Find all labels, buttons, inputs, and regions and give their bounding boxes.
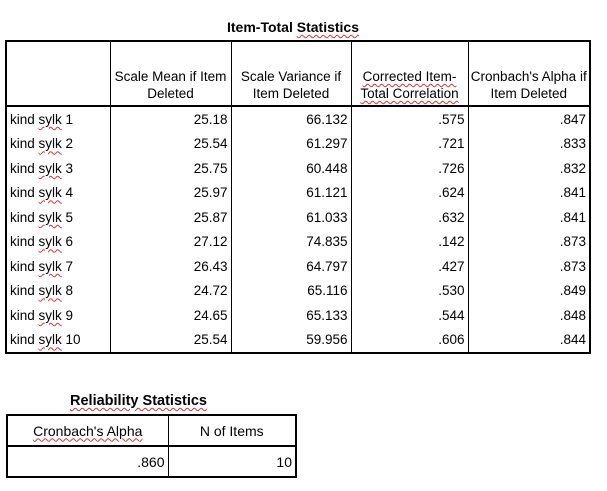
table-row: kind sylk 8 24.72 65.116.530.849 xyxy=(5,278,591,303)
row-alpha-deleted: .847 xyxy=(467,106,591,132)
row-label: kind sylk 5 xyxy=(5,205,111,230)
row-label: kind sylk 3 xyxy=(5,156,111,181)
row-label-word: sylk xyxy=(38,234,62,250)
row-corrected-corr: .427 xyxy=(350,254,469,279)
reliability-table: Cronbach's Alpha N of Items .860 10 xyxy=(6,414,297,478)
row-label-word: sylk xyxy=(38,332,62,348)
row-label: kind sylk 2 xyxy=(5,131,111,156)
row-alpha-deleted: .841 xyxy=(467,205,591,230)
row-scale-mean: 25.54 xyxy=(109,131,232,156)
row-scale-variance: 61.297 xyxy=(230,131,352,156)
row-alpha-deleted: .833 xyxy=(467,131,591,156)
row-label-word: sylk xyxy=(38,160,62,176)
row-label-word: sylk xyxy=(38,136,62,152)
row-corrected-corr: .721 xyxy=(350,131,469,156)
row-alpha-deleted: .873 xyxy=(467,254,591,279)
row-corrected-corr: .544 xyxy=(350,303,469,328)
row-scale-variance: 74.835 xyxy=(230,229,352,254)
row-corrected-corr: .624 xyxy=(350,180,469,205)
row-corrected-corr: .632 xyxy=(350,205,469,230)
row-alpha-deleted: .873 xyxy=(467,229,591,254)
row-scale-mean: 25.87 xyxy=(109,205,232,230)
row-label: kind sylk 8 xyxy=(5,278,111,303)
row-corrected-corr: .606 xyxy=(350,327,469,353)
item-total-body: kind sylk 1 25.18 66.132.575.847 kind sylk … xyxy=(5,106,591,353)
row-alpha-deleted: .848 xyxy=(467,303,591,328)
item-total-table: Scale Mean if Item Deleted Scale Varianc… xyxy=(5,40,591,354)
row-label: kind sylk 9 xyxy=(5,303,111,328)
row-label-word: sylk xyxy=(38,283,62,299)
row-scale-variance: 64.797 xyxy=(230,254,352,279)
row-corrected-corr: .575 xyxy=(350,106,469,132)
row-scale-mean: 25.54 xyxy=(109,327,232,353)
header-alpha-deleted: Cronbach's Alpha if Item Deleted xyxy=(467,41,591,106)
table-row: kind sylk 9 24.65 65.133.544.848 xyxy=(5,303,591,328)
row-alpha-deleted: .832 xyxy=(467,156,591,181)
row-label: kind sylk 10 xyxy=(5,327,111,353)
header-scale-mean: Scale Mean if Item Deleted xyxy=(109,41,232,106)
row-scale-variance: 61.121 xyxy=(230,180,352,205)
row-scale-variance: 65.116 xyxy=(230,278,352,303)
row-scale-variance: 59.956 xyxy=(230,327,352,353)
row-alpha-deleted: .841 xyxy=(467,180,591,205)
item-total-title-word2: Statistics xyxy=(296,19,359,35)
row-corrected-corr: .726 xyxy=(350,156,469,181)
reliability-value-row: .860 10 xyxy=(6,446,297,477)
table-row: kind sylk 6 27.12 74.835.142.873 xyxy=(5,229,591,254)
row-scale-mean: 25.18 xyxy=(109,106,232,132)
table-row: kind sylk 3 25.75 60.448.726.832 xyxy=(5,156,591,181)
row-label-word: sylk xyxy=(38,307,62,323)
header-corrected-corr-text: Corrected Item-Total Correlation xyxy=(360,69,459,101)
row-corrected-corr: .142 xyxy=(350,229,469,254)
row-alpha-deleted: .844 xyxy=(467,327,591,353)
header-empty xyxy=(5,41,111,106)
reliability-title: Reliability Statistics xyxy=(70,393,207,409)
table-row: kind sylk 1 25.18 66.132.575.847 xyxy=(5,106,591,132)
header-cronbach-alpha: Cronbach's Alpha xyxy=(6,415,169,447)
table-row: kind sylk 5 25.87 61.033.632.841 xyxy=(5,205,591,230)
header-scale-variance: Scale Variance if Item Deleted xyxy=(230,41,352,106)
item-total-header-row: Scale Mean if Item Deleted Scale Varianc… xyxy=(5,41,591,106)
row-label: kind sylk 4 xyxy=(5,180,111,205)
reliability-header-row: Cronbach's Alpha N of Items xyxy=(6,415,297,447)
row-scale-mean: 24.65 xyxy=(109,303,232,328)
row-scale-mean: 25.97 xyxy=(109,180,232,205)
row-scale-mean: 25.75 xyxy=(109,156,232,181)
row-scale-mean: 24.72 xyxy=(109,278,232,303)
row-label: kind sylk 1 xyxy=(5,106,111,132)
value-cronbach-alpha: .860 xyxy=(6,446,169,477)
table-row: kind sylk 10 25.54 59.956.606.844 xyxy=(5,327,591,353)
reliability-title-text: Reliability Statistics xyxy=(70,393,207,409)
row-scale-variance: 60.448 xyxy=(230,156,352,181)
item-total-title: Item-Total Statistics xyxy=(227,19,359,35)
row-scale-mean: 26.43 xyxy=(109,254,232,279)
value-n-items: 10 xyxy=(167,446,297,477)
row-label-word: sylk xyxy=(38,209,62,225)
row-alpha-deleted: .849 xyxy=(467,278,591,303)
header-cronbach-alpha-text: Cronbach's Alpha xyxy=(33,422,143,439)
row-scale-variance: 66.132 xyxy=(230,106,352,132)
row-label-word: sylk xyxy=(38,258,62,274)
row-label: kind sylk 7 xyxy=(5,254,111,279)
row-corrected-corr: .530 xyxy=(350,278,469,303)
row-scale-variance: 61.033 xyxy=(230,205,352,230)
header-corrected-corr: Corrected Item-Total Correlation xyxy=(350,41,469,106)
item-total-title-word1: Item-Total xyxy=(227,19,297,35)
table-row: kind sylk 2 25.54 61.297.721.833 xyxy=(5,131,591,156)
header-n-items: N of Items xyxy=(167,415,297,447)
row-label-word: sylk xyxy=(38,111,62,127)
row-label-word: sylk xyxy=(38,185,62,201)
table-row: kind sylk 7 26.43 64.797.427.873 xyxy=(5,254,591,279)
row-scale-variance: 65.133 xyxy=(230,303,352,328)
row-label: kind sylk 6 xyxy=(5,229,111,254)
table-row: kind sylk 4 25.97 61.121.624.841 xyxy=(5,180,591,205)
row-scale-mean: 27.12 xyxy=(109,229,232,254)
